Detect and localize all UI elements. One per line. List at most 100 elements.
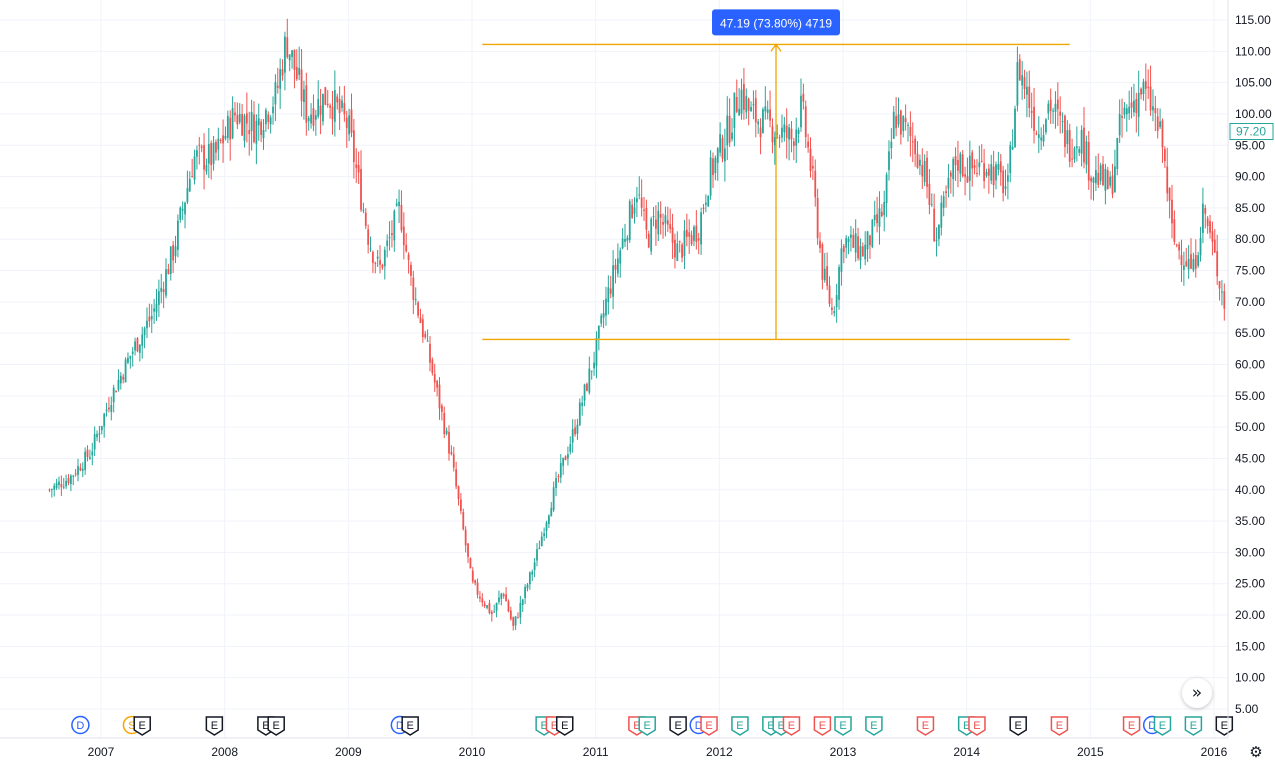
candle-body — [885, 174, 888, 204]
event-marker[interactable]: E — [968, 716, 986, 736]
candle-body — [612, 265, 615, 297]
event-marker[interactable]: E — [700, 716, 718, 736]
candle-body — [664, 215, 667, 224]
candle-body — [490, 611, 493, 615]
time-axis[interactable]: 2007 2008 2009 2010 2011 2012 2013 2014 2015 2016 — [0, 737, 1228, 759]
range-label-box — [712, 9, 841, 36]
candle-body — [614, 264, 617, 270]
event-marker[interactable]: E — [1153, 716, 1172, 736]
event-marker[interactable]: E — [1215, 716, 1234, 736]
x-tick-label: 2009 — [335, 745, 362, 759]
candle-body — [410, 264, 412, 276]
candle-body — [255, 120, 258, 144]
candle-body — [229, 117, 232, 140]
event-marker[interactable]: E — [638, 716, 656, 736]
event-marker[interactable]: E — [865, 716, 883, 736]
price-range-annotation[interactable]: 47.19 (73.80%) 4719 — [482, 9, 1070, 341]
earnings-icon — [1050, 716, 1069, 736]
candle-body — [1175, 244, 1178, 246]
candle-body — [678, 241, 681, 243]
candle-body — [831, 307, 833, 310]
candle-body — [295, 67, 298, 80]
candle-body — [267, 114, 270, 123]
candle-body — [588, 368, 591, 393]
settings-button[interactable]: ⚙ — [1246, 742, 1266, 762]
event-marker[interactable]: E — [401, 716, 419, 736]
candle-body — [562, 457, 565, 466]
candle-body — [1102, 164, 1104, 185]
earnings-icon — [916, 716, 935, 736]
candle-body — [533, 562, 536, 571]
candle-body — [918, 159, 921, 166]
candle-body — [486, 605, 488, 608]
candle-body — [205, 165, 208, 172]
event-marker[interactable]: D — [71, 715, 90, 735]
candle-body — [590, 370, 593, 372]
candle-body — [878, 208, 881, 227]
event-marker[interactable]: E — [731, 716, 749, 736]
event-marker[interactable]: E — [205, 716, 224, 736]
candle-body — [695, 225, 698, 242]
event-marker[interactable]: E — [267, 716, 285, 736]
candle-body — [138, 344, 141, 353]
event-marker[interactable]: E — [782, 716, 801, 736]
event-letter: E — [633, 720, 640, 732]
price-axis[interactable]: 115.00 110.00 105.00 100.00 95.00 90.00 85.00 8… — [1227, 0, 1274, 738]
candle-body — [621, 238, 624, 249]
candle-body — [421, 319, 424, 338]
scroll-to-realtime-button[interactable]: » — [1182, 678, 1212, 708]
candle-body — [888, 151, 890, 171]
candle-body — [1075, 146, 1078, 149]
candle-body — [284, 36, 286, 73]
event-marker[interactable]: E — [1050, 716, 1069, 736]
candle-body — [1190, 254, 1192, 269]
candle-body — [1185, 261, 1188, 267]
candle-body — [826, 266, 829, 286]
candle-body — [448, 431, 450, 454]
candle-body — [1114, 166, 1116, 192]
candle-body — [1192, 259, 1195, 271]
candle-body — [502, 594, 505, 597]
candle-body — [1035, 133, 1038, 135]
candle-body — [1045, 119, 1047, 133]
candle-body — [257, 118, 260, 126]
event-marker[interactable]: E — [133, 716, 151, 736]
candle-body — [850, 234, 852, 238]
candle-body — [226, 115, 229, 138]
candle-body — [50, 489, 53, 491]
candle-body — [624, 238, 626, 242]
candle-body — [236, 114, 239, 125]
candle-body — [583, 384, 586, 401]
event-letter: E — [273, 720, 280, 732]
candle-body — [1059, 111, 1062, 116]
event-marker[interactable]: E — [834, 716, 852, 736]
dividend-icon — [71, 715, 90, 735]
event-letter: E — [963, 720, 970, 732]
candle-body — [317, 99, 320, 117]
candle-body — [814, 170, 817, 198]
candle-body — [188, 178, 191, 192]
candle-body — [438, 384, 441, 409]
event-marker[interactable]: E — [669, 716, 687, 736]
y-tick-label: 35.00 — [1235, 514, 1265, 528]
event-marker[interactable]: E — [556, 716, 574, 736]
candle-body — [1194, 254, 1197, 269]
candle-body — [186, 188, 189, 203]
candle-body — [716, 148, 719, 163]
event-letter: E — [973, 720, 980, 732]
candle-body — [53, 485, 56, 490]
event-marker[interactable]: E — [1122, 716, 1141, 736]
earnings-icon — [267, 716, 285, 736]
candle-body — [954, 156, 957, 166]
candle-body — [1202, 203, 1204, 233]
candle-body — [181, 208, 184, 211]
candle-body — [773, 137, 776, 146]
candle-body — [1085, 141, 1088, 165]
candle-body — [479, 596, 481, 599]
event-marker[interactable]: E — [1184, 716, 1203, 736]
event-marker[interactable]: E — [916, 716, 935, 736]
event-marker[interactable]: E — [813, 716, 832, 736]
event-marker[interactable]: E — [1009, 716, 1027, 736]
candle-body — [303, 89, 305, 103]
